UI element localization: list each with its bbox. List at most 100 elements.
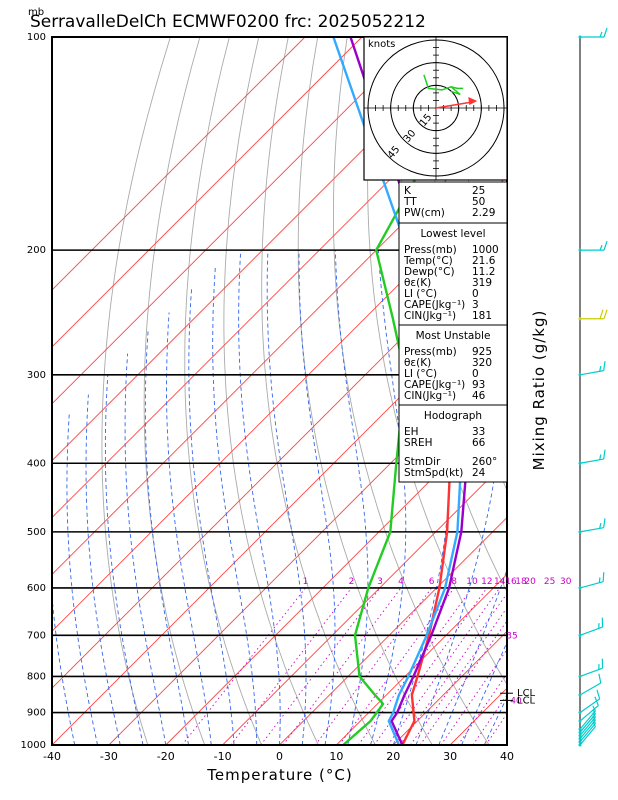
mixing-ratio-line xyxy=(230,587,352,745)
storm-motion-arrowhead xyxy=(468,96,478,105)
index-value: 93 xyxy=(472,379,485,391)
storm-motion-vector xyxy=(435,101,473,109)
moist-adiabat xyxy=(506,744,507,745)
wind-barb-dot xyxy=(578,693,582,697)
wind-barb-half-flag xyxy=(598,577,601,583)
dry-adiabat xyxy=(333,37,490,745)
moist-adiabat xyxy=(52,592,76,745)
wind-barb-dot xyxy=(578,317,582,321)
index-label: LI (°C) xyxy=(404,288,437,300)
isotherm xyxy=(52,37,363,348)
wind-barb-dot xyxy=(578,711,582,715)
wind-barb-half-flag xyxy=(599,523,602,529)
wind-barb xyxy=(578,449,606,465)
wind-barb-dot xyxy=(578,727,582,731)
index-label: K xyxy=(404,185,412,197)
wind-barb-flag xyxy=(598,673,602,684)
wind-barb-shaft xyxy=(579,713,596,733)
temperature-tick-label: -30 xyxy=(100,750,118,763)
pressure-tick-label: 500 xyxy=(27,527,46,538)
temperature-tick-label: 40 xyxy=(500,750,514,763)
index-section-header: Lowest level xyxy=(420,228,485,240)
wind-barb-half-flag xyxy=(599,365,602,372)
mixing-ratio-line xyxy=(181,587,306,745)
index-label: CAPE(Jkg⁻¹) xyxy=(404,379,465,391)
index-value: 0 xyxy=(472,288,479,300)
moist-adiabat xyxy=(166,312,212,745)
wind-barb-flag xyxy=(603,240,608,251)
index-value: 21.6 xyxy=(472,255,496,267)
wind-barb-dot xyxy=(578,35,582,39)
mixing-ratio-label: 3 xyxy=(377,577,383,587)
mixing-ratio-line xyxy=(457,672,507,745)
isotherm xyxy=(52,37,420,405)
index-value: 0 xyxy=(472,368,479,380)
temperature-tick-label: -10 xyxy=(214,750,232,763)
wind-barb-shaft xyxy=(579,723,596,743)
lcl-label: LCL xyxy=(517,695,536,706)
index-label: Dewp(°C) xyxy=(404,266,455,278)
wind-barb-shaft xyxy=(579,682,602,696)
pressure-tick-label: 400 xyxy=(27,458,46,469)
mixing-ratio-line xyxy=(315,587,432,745)
index-value: 2.29 xyxy=(472,207,495,219)
hodograph-trace xyxy=(423,74,464,91)
wind-barb-dot xyxy=(578,586,582,590)
wind-barb-dot xyxy=(578,734,582,738)
temperature-tick-label: 30 xyxy=(443,750,457,763)
wind-barb-flag xyxy=(603,309,608,319)
index-value: 24 xyxy=(472,467,486,479)
indices-box-section xyxy=(398,222,508,326)
hodograph-frame xyxy=(363,36,508,181)
wind-barb-flag xyxy=(602,572,605,582)
index-label: Press(mb) xyxy=(404,346,457,358)
mixing-ratio-label: 25 xyxy=(544,577,555,587)
moist-adiabat xyxy=(104,374,144,745)
mixing-ratio-line xyxy=(472,693,507,745)
temperature-tick-label: 0 xyxy=(276,750,283,763)
background-grid xyxy=(52,37,507,745)
wind-barb xyxy=(578,658,604,678)
index-value: 260° xyxy=(472,456,497,468)
isotherm xyxy=(52,37,306,291)
wind-barb-flag xyxy=(603,449,606,460)
wind-barb-dot xyxy=(578,730,582,734)
dry-adiabat xyxy=(143,37,206,745)
wind-barb xyxy=(578,309,608,321)
mixing-ratio-line xyxy=(357,587,473,745)
mixing-ratio-label: 12 xyxy=(481,577,492,587)
temperature-tick-label: -20 xyxy=(157,750,175,763)
index-label: θε(K) xyxy=(404,277,431,289)
wind-barb-dot xyxy=(578,461,582,465)
wind-barb-half-flag xyxy=(599,31,603,38)
isotherm xyxy=(52,37,476,462)
isotherm xyxy=(336,573,507,745)
index-label: TT xyxy=(403,196,417,208)
wind-barb-dot xyxy=(578,740,582,744)
index-label: StmDir xyxy=(404,456,441,468)
moist-adiabat xyxy=(188,286,235,745)
pressure-tick-label: 200 xyxy=(27,245,46,256)
mixing-ratio-label: 2 xyxy=(349,577,355,587)
moist-adiabat xyxy=(212,265,258,745)
index-section-header: Hodograph xyxy=(424,410,482,422)
index-value: 1000 xyxy=(472,244,499,256)
indices-box-section xyxy=(398,404,508,483)
mixing-ratio-label: 18 xyxy=(515,577,527,587)
moist-adiabat xyxy=(144,330,189,745)
mixing-ratio-label: 35 xyxy=(506,631,517,641)
wind-barb-shaft xyxy=(579,726,596,746)
mixing-ratio-label: 14 xyxy=(494,577,506,587)
temperature-tick-label: 20 xyxy=(386,750,400,763)
index-label: SREH xyxy=(404,437,433,449)
mixing-ratio-label: 1 xyxy=(303,577,309,587)
pressure-tick-label: 900 xyxy=(27,708,46,719)
mixing-ratio-label: 30 xyxy=(560,577,572,587)
hodograph-ring xyxy=(412,84,460,132)
wind-barb-dot xyxy=(578,248,582,252)
wind-barb-half-flag xyxy=(599,244,603,251)
